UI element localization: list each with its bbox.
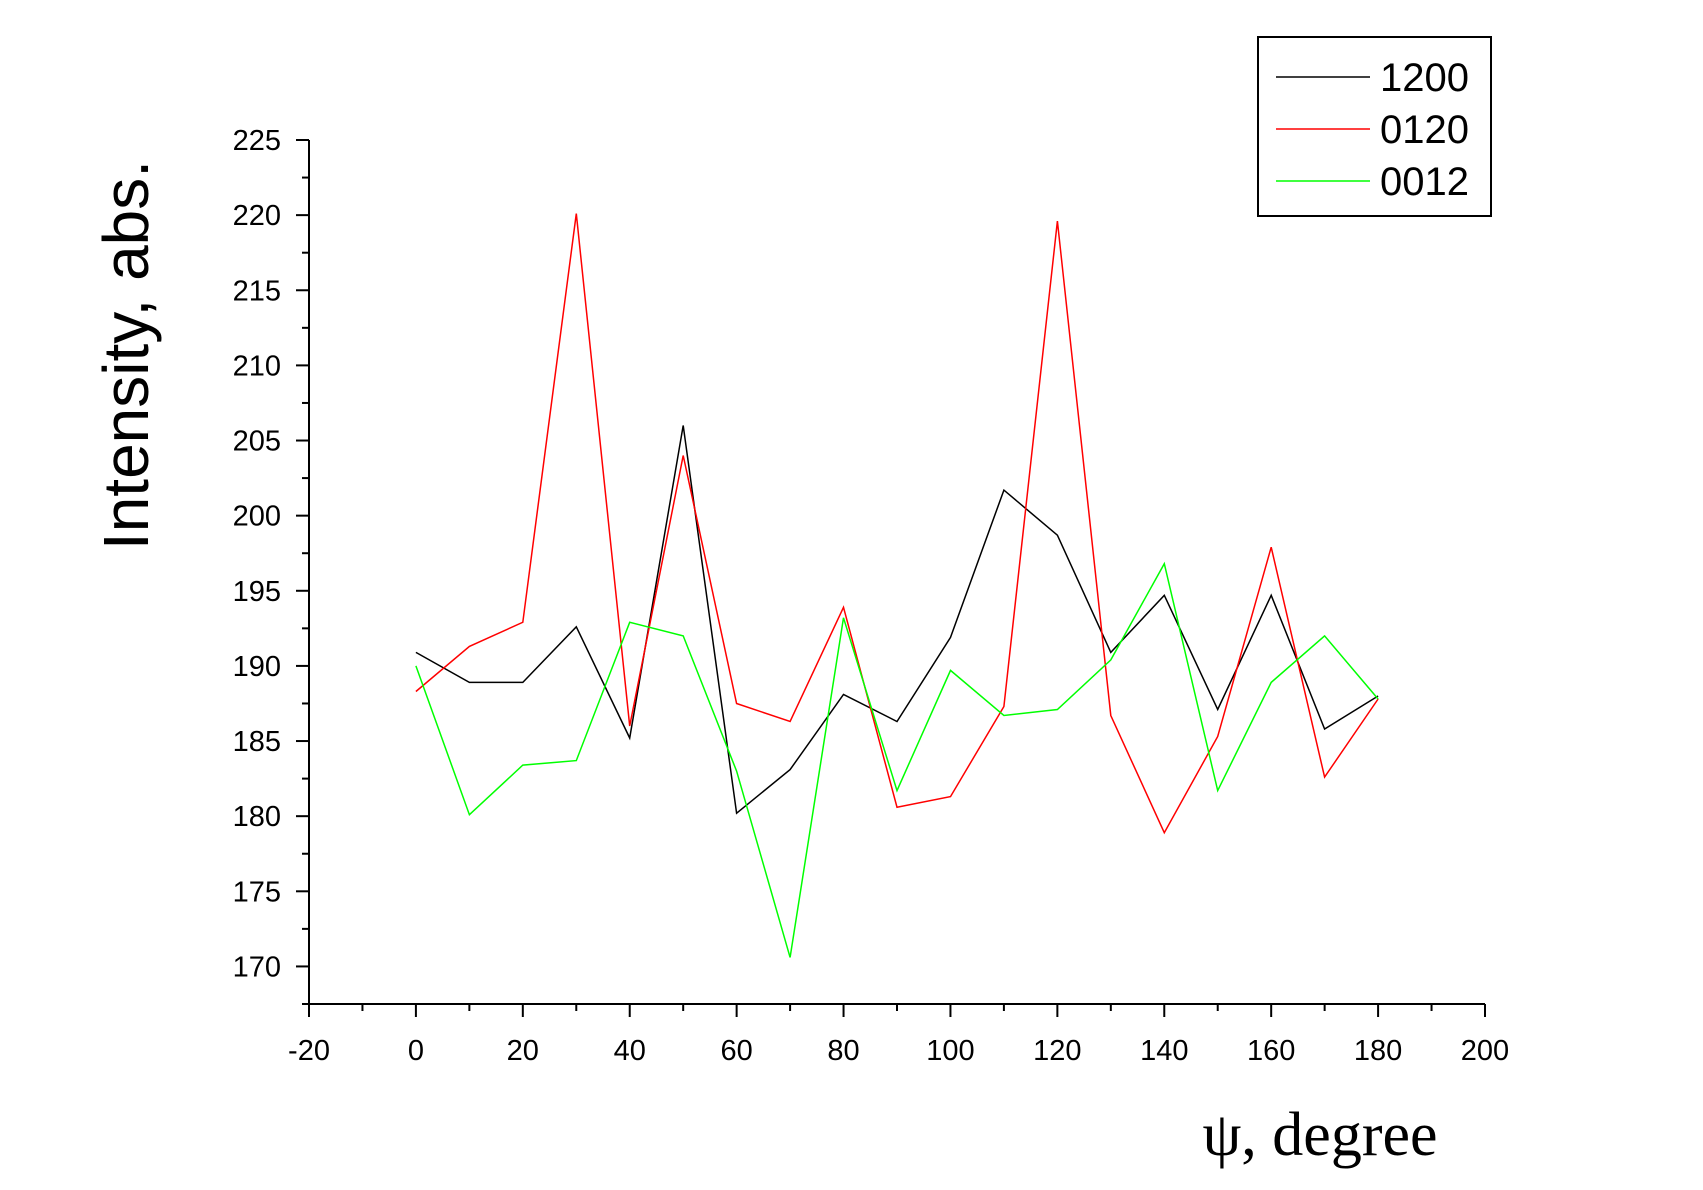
x-tick-label: 160 (1247, 1035, 1295, 1067)
y-tick-label: 225 (233, 125, 281, 157)
x-tick-label: 140 (1140, 1035, 1188, 1067)
series-line-0012 (415, 561, 1379, 958)
x-tick-label: 120 (1033, 1035, 1081, 1067)
y-tick-label: 205 (233, 426, 281, 458)
y-tick-label: 170 (233, 951, 281, 983)
y-tick-label: 190 (233, 651, 281, 683)
legend-items: 1200 0120 0012 (1276, 56, 1469, 204)
series-line-0120 (415, 213, 1379, 835)
x-axis-title: ψ, degree (1202, 1101, 1437, 1169)
x-tick-label: -20 (288, 1035, 330, 1067)
axes (308, 140, 1485, 1005)
x-tick-label: 80 (827, 1035, 859, 1067)
x-tick-label: 180 (1354, 1035, 1402, 1067)
x-tick-label: 60 (721, 1035, 753, 1067)
y-tick-label: 215 (233, 275, 281, 307)
y-tick-label: 195 (233, 576, 281, 608)
x-tick-label: 20 (507, 1035, 539, 1067)
y-tick-label: 180 (233, 801, 281, 833)
legend-label-0120: 0120 (1380, 108, 1469, 152)
y-tick-label: 185 (233, 726, 281, 758)
series-lines (415, 213, 1379, 958)
x-tick-label: 200 (1461, 1035, 1509, 1067)
ticks: -20 0 20 40 60 80 100 120 140 160 180 200 170 175 180 1… (233, 125, 1510, 1067)
legend-label-0012: 0012 (1380, 160, 1469, 204)
y-tick-label: 200 (233, 501, 281, 533)
y-tick-label: 220 (233, 200, 281, 232)
x-tick-label: 40 (614, 1035, 646, 1067)
legend-box (1257, 36, 1492, 217)
x-tick-label: 0 (408, 1035, 424, 1067)
y-tick-label: 175 (233, 876, 281, 908)
y-axis-title: Intensity, abs. (90, 160, 162, 550)
y-tick-label: 210 (233, 350, 281, 382)
legend: 1200 0120 0012 (1257, 36, 1492, 217)
series-line-1200 (415, 425, 1379, 815)
legend-label-1200: 1200 (1380, 56, 1469, 100)
x-tick-label: 100 (926, 1035, 974, 1067)
